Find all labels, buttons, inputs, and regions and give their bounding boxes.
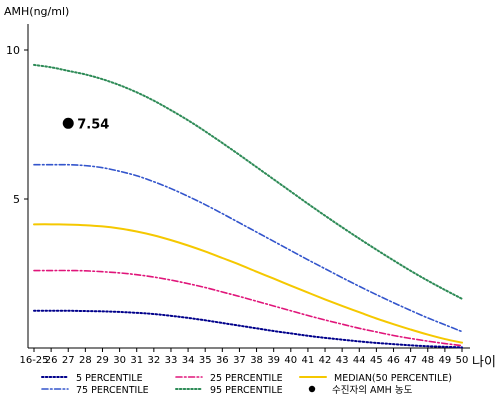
x-tick-label: 39 bbox=[267, 355, 280, 366]
y-axis-label: AMH(ng/ml) bbox=[4, 5, 69, 18]
y-tick-label: 5 bbox=[13, 193, 20, 206]
series-line-95-percentile bbox=[33, 63, 463, 300]
legend: 5 PERCENTILE 25 PERCENTILE MEDIAN(50 PERCE… bbox=[41, 373, 452, 396]
series-line-median-50-percentile bbox=[33, 223, 463, 344]
legend-label: 5 PERCENTILE bbox=[76, 373, 143, 384]
x-tick-label: 30 bbox=[113, 355, 126, 366]
x-tick-label: 26 bbox=[45, 355, 58, 366]
legend-label: 수진자의 AMH 농도 bbox=[332, 385, 413, 396]
x-tick-label: 31 bbox=[130, 355, 143, 366]
x-tick-label: 48 bbox=[421, 355, 434, 366]
x-tick-label: 35 bbox=[199, 355, 212, 366]
legend-label: 75 PERCENTILE bbox=[76, 385, 149, 396]
series-lines bbox=[33, 63, 463, 349]
x-tick-label: 27 bbox=[62, 355, 75, 366]
patient-marker: 7.54 bbox=[62, 117, 109, 132]
x-tick-label: 32 bbox=[147, 355, 160, 366]
series-line-75-percentile bbox=[33, 163, 463, 333]
x-tick-label: 36 bbox=[216, 355, 229, 366]
x-tick-label: 16-25 bbox=[19, 355, 48, 366]
x-tick-label: 42 bbox=[319, 355, 332, 366]
x-tick-label: 46 bbox=[387, 355, 400, 366]
x-tick-label: 37 bbox=[233, 355, 246, 366]
x-tick-label: 47 bbox=[404, 355, 417, 366]
x-tick-label: 45 bbox=[370, 355, 383, 366]
x-tick-label: 34 bbox=[182, 355, 195, 366]
x-tick-label: 33 bbox=[165, 355, 178, 366]
legend-label: 95 PERCENTILE bbox=[210, 385, 283, 396]
x-tick-label: 41 bbox=[302, 355, 315, 366]
x-tick-label: 43 bbox=[336, 355, 349, 366]
x-tick-label: 29 bbox=[96, 355, 109, 366]
patient-value-label: 7.54 bbox=[77, 117, 109, 132]
legend-label: 25 PERCENTILE bbox=[210, 373, 283, 384]
legend-label: MEDIAN(50 PERCENTILE) bbox=[334, 373, 452, 384]
patient-point bbox=[62, 117, 74, 129]
x-tick-label: 40 bbox=[284, 355, 297, 366]
y-tick-label: 10 bbox=[6, 44, 20, 57]
x-tick-label: 44 bbox=[353, 355, 366, 366]
x-tick-label: 50 bbox=[456, 355, 469, 366]
series-line-5-percentile bbox=[33, 309, 463, 349]
series-line-25-percentile bbox=[33, 269, 463, 347]
axes: AMH(ng/ml) 나이 bbox=[4, 5, 496, 370]
legend-point-marker bbox=[308, 385, 316, 393]
y-ticks: 5 10 bbox=[6, 44, 28, 206]
x-tick-label: 38 bbox=[250, 355, 263, 366]
x-axis-label: 나이 bbox=[472, 355, 496, 370]
x-tick-label: 28 bbox=[79, 355, 92, 366]
x-tick-label: 49 bbox=[439, 355, 452, 366]
